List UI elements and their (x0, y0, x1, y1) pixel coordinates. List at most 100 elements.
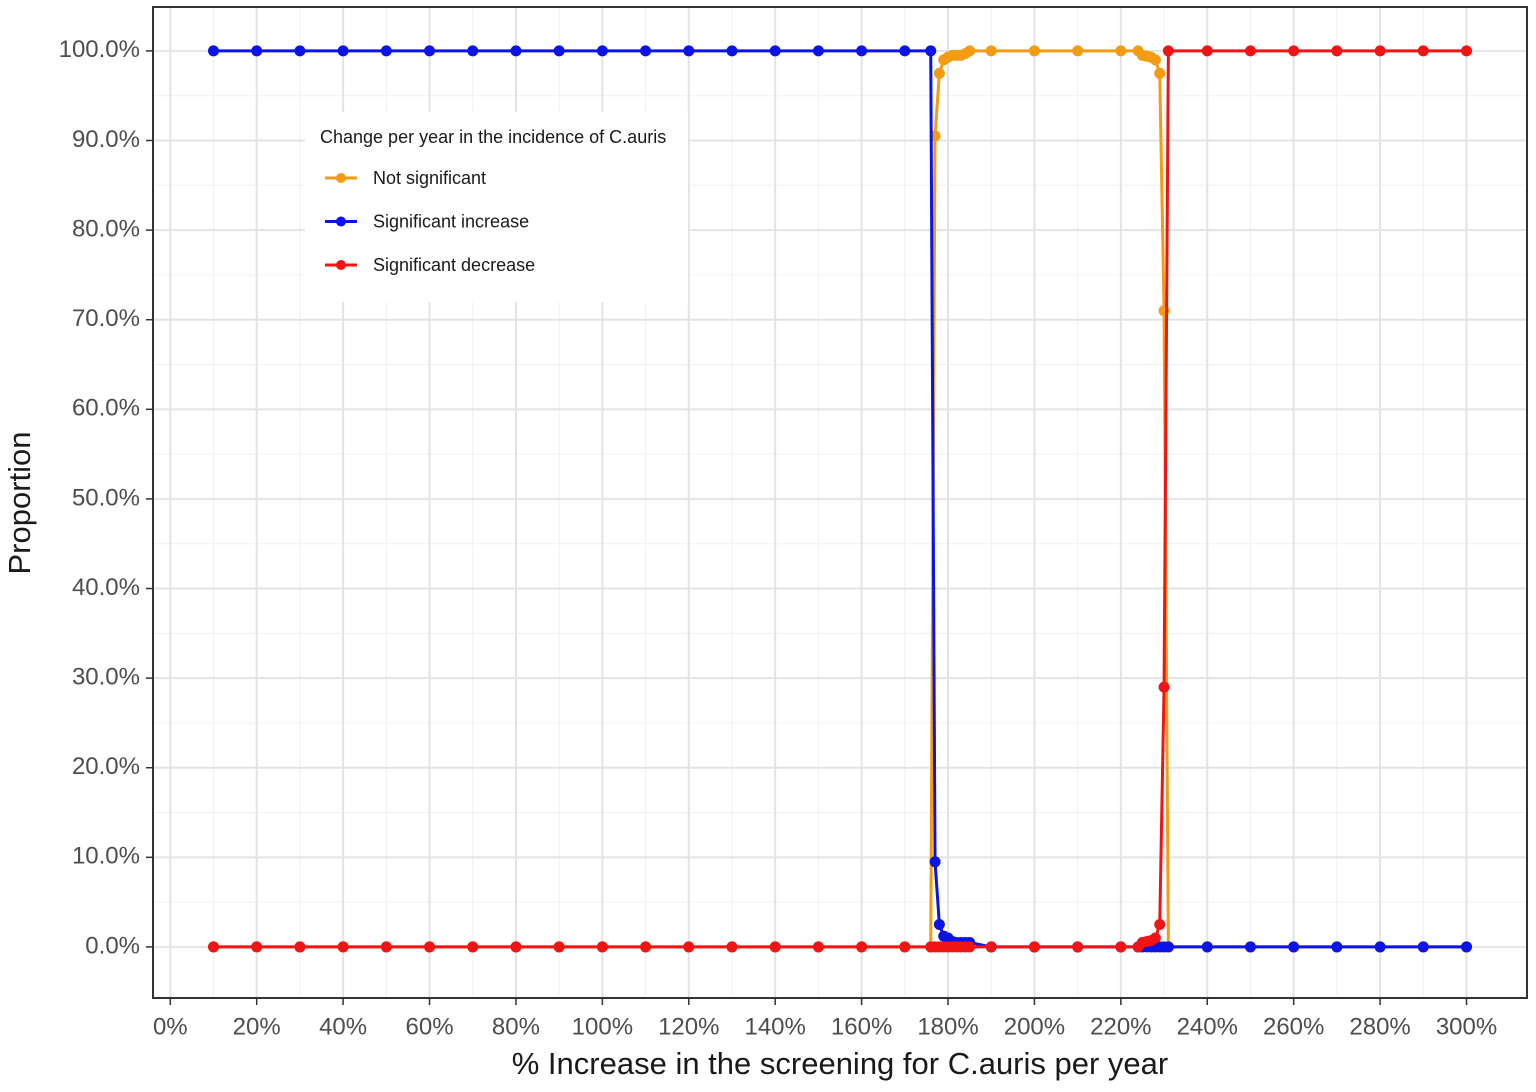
point (207, 45, 219, 57)
point (1028, 941, 1040, 953)
x-tick-label: 100% (572, 1013, 633, 1040)
point (985, 45, 997, 57)
x-axis-label: % Increase in the screening for C.auris … (512, 1046, 1168, 1081)
point (1028, 45, 1040, 57)
legend-box (305, 112, 688, 302)
point (1149, 932, 1161, 944)
point (510, 941, 522, 953)
point (1288, 45, 1300, 57)
point (640, 941, 652, 953)
point (1158, 681, 1170, 693)
point (294, 941, 306, 953)
point (985, 941, 997, 953)
point (683, 941, 695, 953)
y-tick-label: 70.0% (72, 305, 140, 332)
point (929, 856, 941, 868)
x-tick-label: 40% (319, 1013, 367, 1040)
point (1115, 941, 1127, 953)
point (1154, 919, 1166, 931)
point (467, 45, 479, 57)
point (964, 941, 976, 953)
point (424, 941, 436, 953)
point (1331, 941, 1343, 953)
point (553, 45, 565, 57)
point (726, 45, 738, 57)
point (1374, 941, 1386, 953)
point (1288, 941, 1300, 953)
point (812, 45, 824, 57)
legend-label: Significant increase (373, 211, 529, 231)
point (1417, 45, 1429, 57)
point (856, 941, 868, 953)
point (1149, 54, 1161, 66)
x-tick-label: 0% (153, 1013, 188, 1040)
point (683, 45, 695, 57)
point (207, 941, 219, 953)
point (1154, 67, 1166, 79)
y-tick-label: 100.0% (59, 36, 140, 63)
x-tick-label: 280% (1349, 1013, 1410, 1040)
x-tick-label: 220% (1090, 1013, 1151, 1040)
point (467, 941, 479, 953)
x-tick-label: 240% (1177, 1013, 1238, 1040)
x-tick-label: 180% (917, 1013, 978, 1040)
point (1417, 941, 1429, 953)
point (596, 45, 608, 57)
y-tick-label: 60.0% (72, 395, 140, 422)
point (1331, 45, 1343, 57)
point (769, 941, 781, 953)
point (1244, 45, 1256, 57)
point (1244, 941, 1256, 953)
legend-point (336, 173, 346, 183)
point (964, 45, 976, 57)
point (1115, 45, 1127, 57)
point (933, 67, 945, 79)
point (640, 45, 652, 57)
y-axis-label: Proportion (2, 431, 37, 574)
point (925, 45, 937, 57)
x-tick-label: 120% (658, 1013, 719, 1040)
y-tick-label: 20.0% (72, 753, 140, 780)
x-tick-label: 200% (1004, 1013, 1065, 1040)
point (812, 941, 824, 953)
point (251, 45, 263, 57)
point (380, 941, 392, 953)
x-tick-label: 140% (744, 1013, 805, 1040)
point (1201, 45, 1213, 57)
x-tick-label: 260% (1263, 1013, 1324, 1040)
x-tick-label: 80% (492, 1013, 540, 1040)
y-tick-label: 40.0% (72, 574, 140, 601)
point (1374, 45, 1386, 57)
point (1162, 941, 1174, 953)
point (380, 45, 392, 57)
x-tick-label: 160% (831, 1013, 892, 1040)
y-tick-label: 30.0% (72, 663, 140, 690)
legend-point (336, 260, 346, 270)
y-tick-label: 90.0% (72, 126, 140, 153)
y-tick-label: 50.0% (72, 484, 140, 511)
legend-point (336, 216, 346, 227)
x-tick-label: 300% (1436, 1013, 1497, 1040)
point (337, 941, 349, 953)
point (1072, 941, 1084, 953)
point (424, 45, 436, 57)
point (1461, 941, 1473, 953)
x-tick-label: 60% (406, 1013, 454, 1040)
point (294, 45, 306, 57)
legend-label: Significant decrease (373, 255, 535, 275)
point (596, 941, 608, 953)
x-tick-label: 20% (233, 1013, 281, 1040)
point (1162, 45, 1174, 57)
point (856, 45, 868, 57)
point (1072, 45, 1084, 57)
point (769, 45, 781, 57)
point (251, 941, 263, 953)
legend-label: Not significant (373, 168, 486, 188)
point (1461, 45, 1473, 57)
y-tick-label: 10.0% (72, 843, 140, 870)
point (726, 941, 738, 953)
point (510, 45, 522, 57)
point (899, 45, 911, 57)
